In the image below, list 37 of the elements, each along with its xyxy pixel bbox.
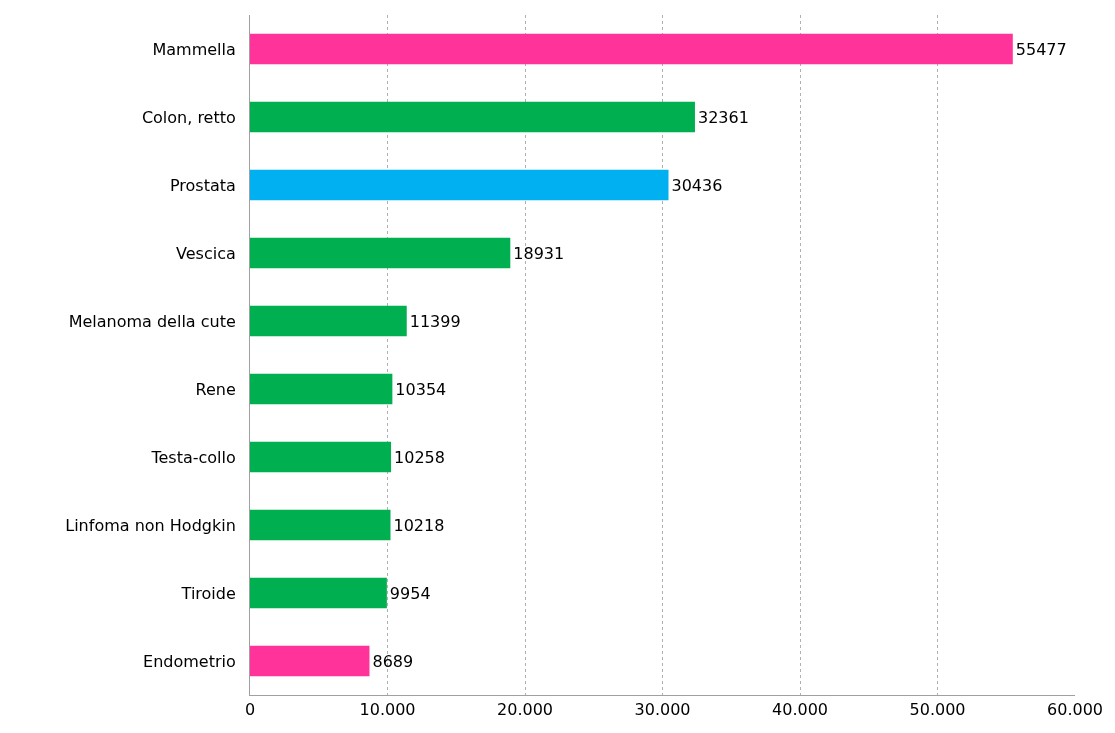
bar bbox=[250, 33, 1013, 65]
bar bbox=[250, 441, 392, 473]
data-label: 8689 bbox=[372, 651, 414, 671]
y-tick-label: Rene bbox=[195, 379, 236, 399]
y-tick-label: Mammella bbox=[152, 39, 236, 59]
bar bbox=[250, 305, 407, 337]
bar bbox=[250, 577, 387, 609]
data-label: 18931 bbox=[513, 243, 565, 263]
x-tick-label: 50.000 bbox=[909, 700, 966, 720]
data-label: 10258 bbox=[394, 447, 445, 467]
y-tick-label: Linfoma non Hodgkin bbox=[65, 515, 236, 535]
data-label: 32361 bbox=[697, 107, 749, 127]
data-label: 11399 bbox=[409, 311, 461, 331]
bar bbox=[250, 645, 370, 677]
x-tick-label: 30.000 bbox=[634, 700, 691, 720]
data-label: 30436 bbox=[671, 175, 723, 195]
y-tick-label: Colon, retto bbox=[141, 107, 236, 127]
y-tick-label: Vescica bbox=[176, 243, 236, 263]
x-tick-label: 0 bbox=[244, 700, 256, 720]
y-tick-label: Prostata bbox=[169, 175, 236, 195]
y-tick-label: Endometrio bbox=[143, 651, 236, 671]
data-label: 55477 bbox=[1015, 39, 1067, 59]
x-tick-label: 20.000 bbox=[497, 700, 553, 720]
data-label: 9954 bbox=[389, 583, 431, 603]
y-tick-label: Melanoma della cute bbox=[68, 311, 236, 331]
bar bbox=[250, 169, 669, 201]
bar bbox=[250, 373, 393, 405]
bar bbox=[250, 509, 391, 541]
x-tick-label: 60.000 bbox=[1047, 700, 1103, 720]
data-label: 10218 bbox=[393, 515, 445, 535]
bar bbox=[250, 237, 511, 269]
bar bbox=[250, 101, 695, 133]
x-tick-label: 40.000 bbox=[772, 700, 828, 720]
y-tick-label: Tiroide bbox=[180, 583, 236, 603]
data-label: 10354 bbox=[395, 379, 447, 399]
x-tick-label: 10.000 bbox=[359, 700, 416, 720]
y-tick-label: Testa-collo bbox=[150, 447, 236, 467]
